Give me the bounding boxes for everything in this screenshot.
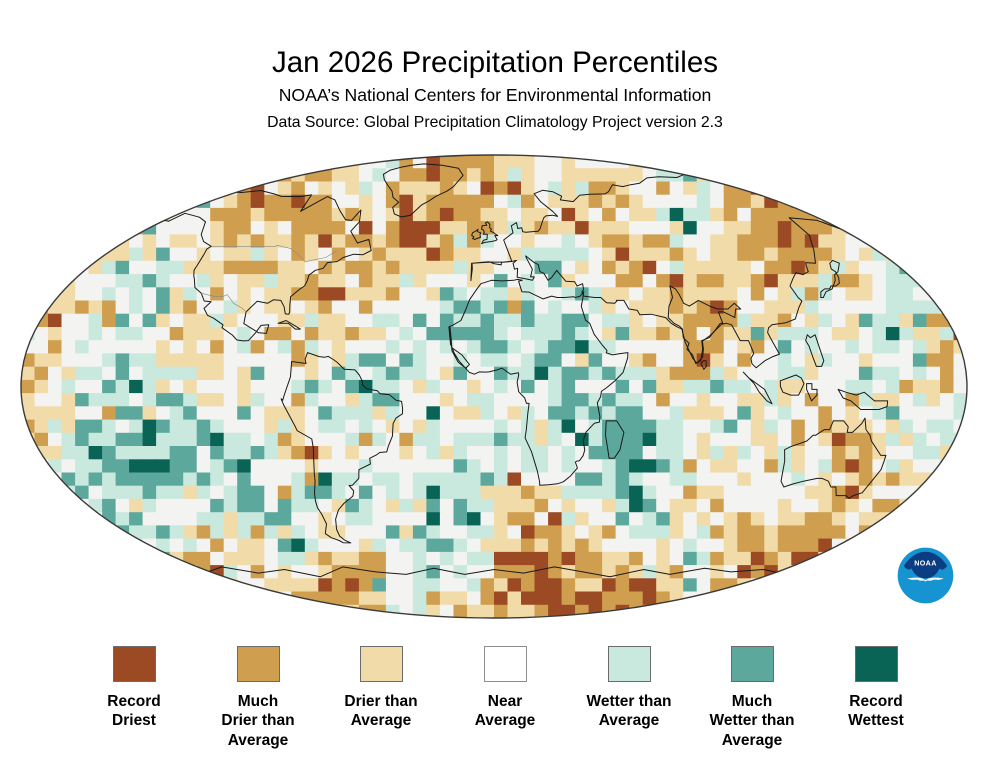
svg-text:NOAA: NOAA — [914, 559, 937, 567]
